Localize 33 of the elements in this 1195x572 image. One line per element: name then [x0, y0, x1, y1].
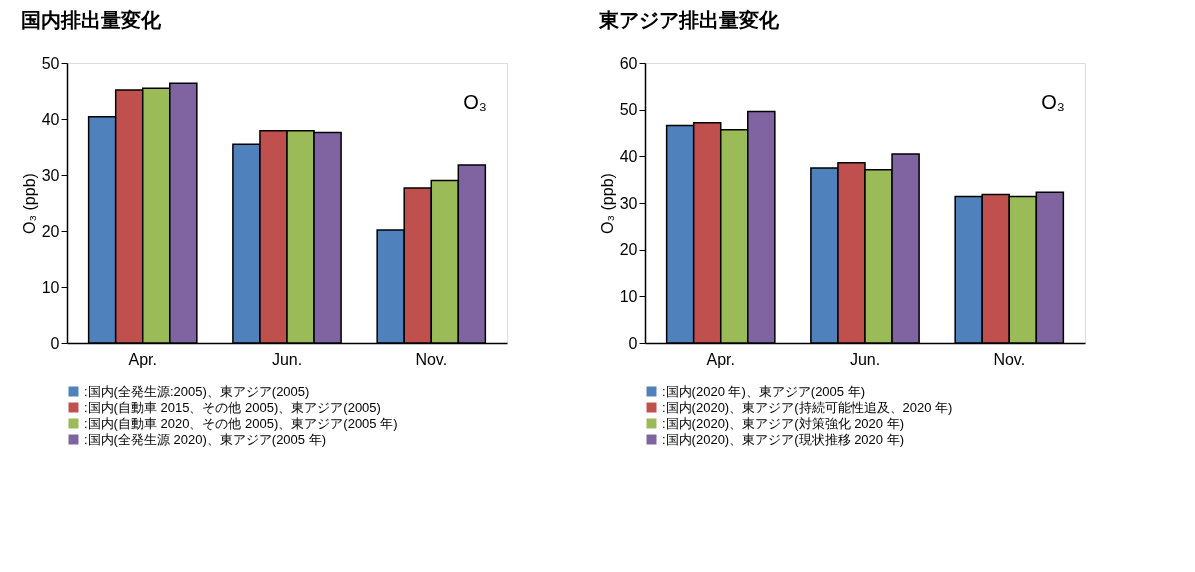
- legend-label: :国内(全発生源 2020)、東アジア(2005 年): [84, 431, 326, 447]
- x-tick-label: Nov.: [415, 350, 448, 368]
- y-tick-label: 0: [50, 334, 60, 352]
- legend-label: :国内(2020)、東アジア(現状推移 2020 年): [662, 431, 904, 447]
- x-tick-label: Apr.: [706, 350, 735, 368]
- y-tick-label: 30: [619, 194, 638, 212]
- y-axis-title: O₃ (ppb): [598, 173, 616, 234]
- y-tick-label: 50: [41, 54, 60, 72]
- legend-label: :国内(2020 年)、東アジア(2005 年): [662, 383, 865, 399]
- annotation: O₃: [1041, 91, 1065, 113]
- annotation: O₃: [463, 91, 487, 113]
- legend-label: :国内(2020)、東アジア(対策強化 2020 年): [662, 415, 904, 431]
- y-tick-label: 10: [619, 287, 638, 305]
- y-tick-label: 40: [619, 147, 638, 165]
- y-tick-label: 60: [619, 54, 638, 72]
- y-axis-title: O₃ (ppb): [20, 173, 38, 234]
- x-tick-label: Jun.: [271, 350, 303, 368]
- y-tick-label: 0: [628, 334, 638, 352]
- legend-label: :国内(全発生源:2005)、東アジア(2005): [84, 383, 310, 399]
- legend-label: :国内(自動車 2020、その他 2005)、東アジア(2005 年): [84, 415, 398, 431]
- chart-title: 東アジア排出量変化: [598, 9, 781, 31]
- y-tick-label: 30: [41, 166, 60, 184]
- x-tick-label: Apr.: [128, 350, 157, 368]
- legend-label: :国内(自動車 2015、その他 2005)、東アジア(2005): [84, 399, 381, 415]
- y-tick-label: 10: [41, 278, 60, 296]
- x-tick-label: Jun.: [849, 350, 881, 368]
- chart-title: 国内排出量変化: [21, 9, 163, 31]
- y-tick-label: 20: [41, 222, 60, 240]
- y-tick-label: 40: [41, 110, 60, 128]
- x-tick-label: Nov.: [993, 350, 1026, 368]
- legend-label: :国内(2020)、東アジア(持続可能性追及、2020 年): [662, 399, 953, 415]
- y-tick-label: 20: [619, 241, 638, 259]
- y-tick-label: 50: [619, 101, 638, 119]
